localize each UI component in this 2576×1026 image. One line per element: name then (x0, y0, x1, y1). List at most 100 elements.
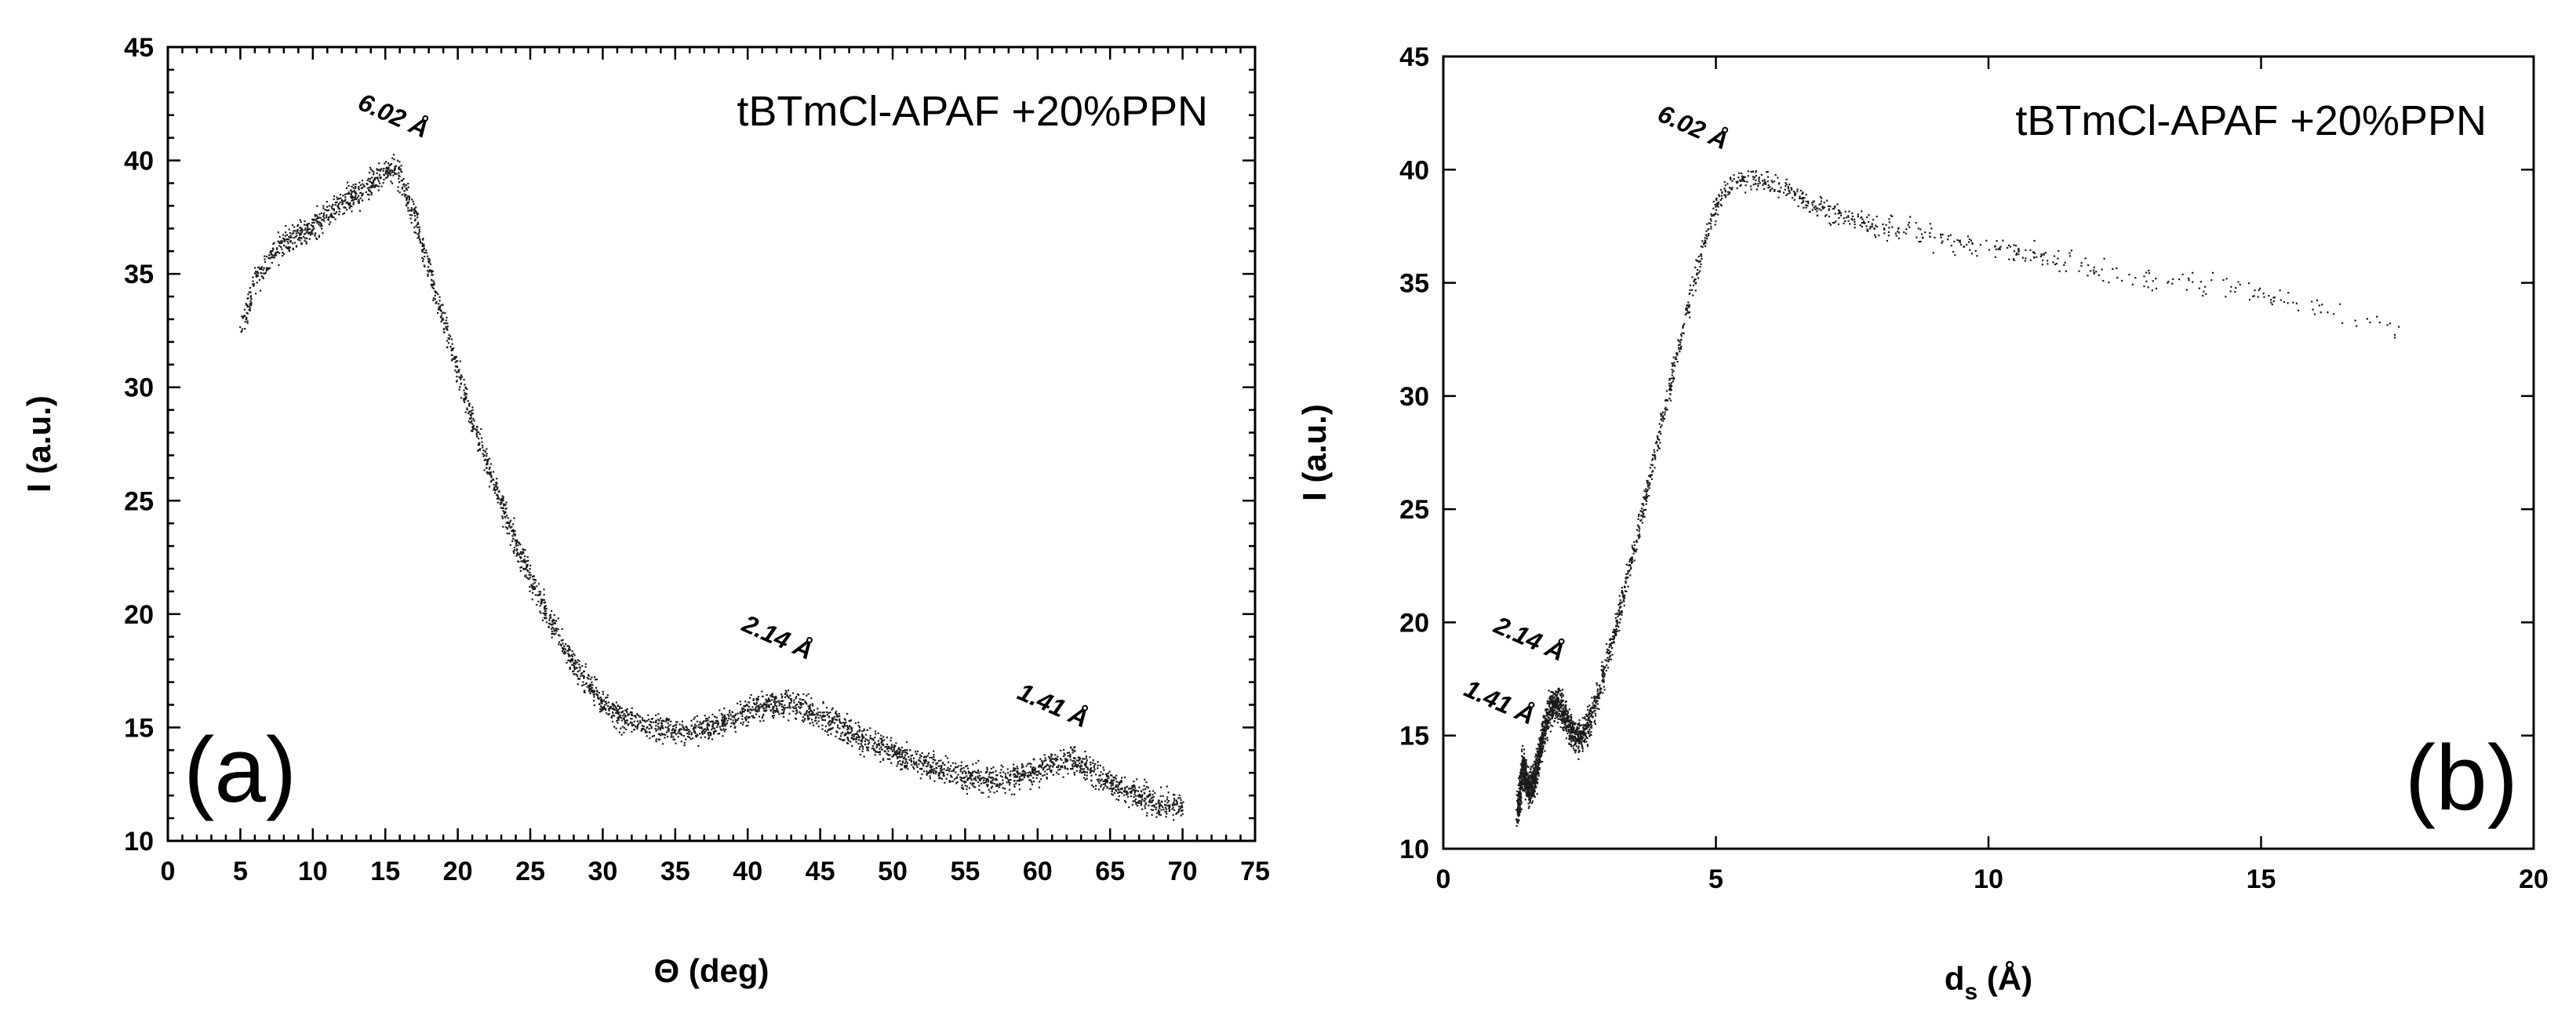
data-point (857, 730, 859, 733)
data-point (659, 717, 662, 719)
data-point (393, 158, 395, 161)
data-point (1052, 764, 1054, 766)
data-point (250, 298, 253, 300)
data-point (904, 754, 907, 756)
data-point (611, 708, 613, 710)
data-point (267, 267, 270, 270)
data-point (930, 770, 933, 773)
data-point (1032, 777, 1035, 779)
data-point (701, 722, 704, 725)
data-point (1669, 385, 1672, 387)
data-point (260, 275, 263, 278)
data-point (1063, 755, 1065, 758)
data-point (925, 756, 928, 759)
data-point (1121, 787, 1123, 789)
data-point (1042, 767, 1045, 770)
data-point (1518, 813, 1521, 817)
data-point (901, 746, 903, 748)
data-point (297, 238, 300, 241)
data-point (513, 547, 516, 549)
data-point (408, 198, 410, 201)
data-point (675, 742, 677, 744)
data-point (524, 575, 526, 577)
data-point (389, 173, 391, 175)
data-point (1817, 214, 1819, 216)
data-point (893, 745, 896, 748)
data-point (808, 711, 810, 713)
data-point (301, 231, 304, 233)
data-point (1715, 198, 1718, 201)
data-point (1129, 788, 1131, 790)
data-point (668, 725, 670, 727)
data-point (417, 233, 419, 235)
data-point (1100, 785, 1102, 788)
data-point (1640, 515, 1643, 517)
data-point (422, 244, 424, 246)
data-point (1577, 747, 1580, 749)
data-point (1829, 206, 1832, 208)
data-point (1165, 804, 1167, 806)
data-point (2047, 263, 2049, 265)
x-tick-label: 70 (1168, 857, 1198, 886)
data-point (995, 774, 998, 777)
data-point (1176, 802, 1178, 804)
data-point (583, 677, 585, 679)
data-point (655, 722, 657, 724)
data-point (395, 173, 398, 175)
data-point (1151, 796, 1153, 799)
data-point (552, 632, 555, 635)
data-point (802, 716, 804, 719)
data-point (1554, 697, 1556, 700)
data-point (726, 719, 729, 722)
data-point (617, 718, 619, 720)
data-point (2258, 289, 2260, 291)
data-point (504, 504, 507, 506)
data-point (1090, 779, 1093, 782)
data-point (869, 735, 871, 737)
data-point (577, 683, 579, 686)
data-point (664, 726, 667, 729)
data-point (1138, 793, 1141, 796)
data-point (890, 748, 893, 751)
data-point (781, 700, 784, 702)
data-point (1031, 770, 1034, 772)
data-point (1063, 752, 1065, 755)
data-point (1545, 722, 1547, 724)
data-point (700, 737, 702, 739)
data-point (346, 201, 348, 203)
data-point (560, 639, 562, 642)
data-point (977, 770, 980, 772)
data-point (1165, 816, 1167, 818)
data-point (1029, 772, 1032, 774)
data-point (406, 197, 408, 199)
data-point (580, 675, 582, 677)
data-point (1774, 173, 1777, 176)
data-point (942, 762, 944, 765)
data-point (544, 605, 547, 607)
data-point (606, 703, 608, 705)
data-point (873, 743, 875, 745)
data-point (558, 641, 561, 643)
data-point (717, 721, 719, 723)
data-point (1637, 515, 1640, 517)
data-point (1576, 738, 1578, 740)
data-point (773, 710, 776, 712)
data-point (582, 681, 584, 683)
data-point (409, 209, 411, 212)
data-point (1745, 191, 1747, 194)
data-point (650, 718, 653, 720)
data-point (683, 744, 686, 747)
data-point (799, 711, 801, 713)
data-point (373, 179, 376, 181)
data-point (848, 720, 850, 722)
data-point (365, 191, 367, 194)
data-point (1181, 806, 1184, 809)
data-point (655, 738, 657, 740)
data-point (1144, 802, 1147, 804)
data-point (464, 397, 466, 399)
data-point (1125, 791, 1127, 794)
data-point (702, 721, 704, 723)
data-point (624, 714, 627, 717)
data-point (726, 714, 729, 716)
data-point (524, 555, 526, 558)
